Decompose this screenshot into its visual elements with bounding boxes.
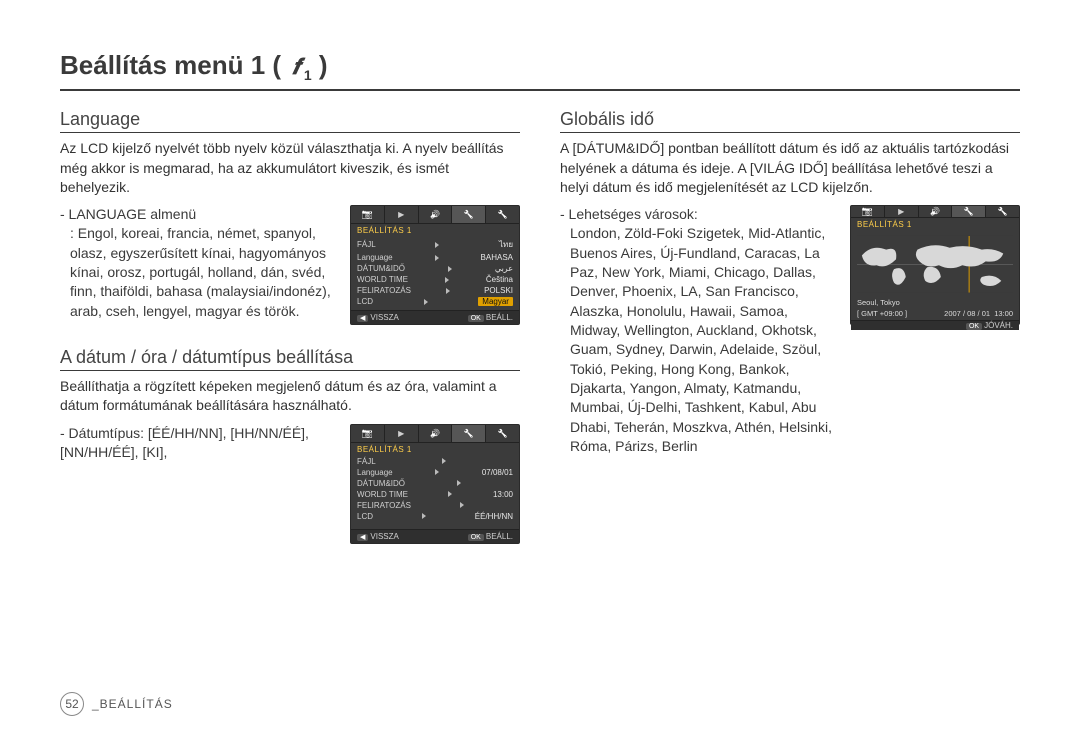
ss-row: Language07/08/01 (355, 467, 515, 478)
world-info-row1: Seoul, Tokyo (851, 298, 1019, 309)
heading-datetime: A dátum / óra / dátumtípus beállítása (60, 347, 520, 371)
language-sublabel: - LANGUAGE almenü (60, 206, 196, 222)
left-column: Language Az LCD kijelző nyelvét több nye… (60, 103, 520, 544)
ss-row: FELIRATOZÁSPOLSKI (355, 285, 515, 296)
ss-date-footer-right: BEÁLL. (486, 532, 513, 541)
page-footer-label: _BEÁLLÍTÁS (92, 697, 173, 711)
datetime-subrow: - Dátumtípus: [ÉÉ/HH/NN], [HH/NN/ÉÉ], [N… (60, 424, 520, 544)
tab3-wrench2-icon (986, 206, 1019, 217)
page-title-icon: 𝒇1 (281, 50, 319, 83)
ss-date-footer: ◀VISSZA OKBEÁLL. (351, 529, 519, 543)
ss-date-list: FÁJLLanguage07/08/01DÁTUM&IDŐWORLD TIME1… (351, 456, 519, 529)
ss-date-footer-left-chip: ◀ (357, 534, 368, 541)
ss-lang-title: BEÁLLÍTÁS 1 (351, 224, 519, 237)
ss-row: LCDMagyar (355, 296, 515, 307)
world-sublabel: - Lehetséges városok: (560, 206, 698, 222)
world-cities: London, Zöld-Foki Szigetek, Mid-Atlantic… (560, 224, 838, 456)
ss-world-footer-right: JÓVÁH. (984, 321, 1013, 330)
world-map (857, 235, 1013, 294)
page-title-close: ) (319, 50, 328, 81)
world-date: 2007 / 08 / 01 (944, 309, 990, 318)
ss-date-footer-right-chip: OK (468, 534, 484, 541)
ss-row: FELIRATOZÁS (355, 500, 515, 511)
ss-world-tabs (851, 206, 1019, 218)
tab3-sound-icon (919, 206, 953, 217)
language-sublist: - LANGUAGE almenü : Engol, koreai, franc… (60, 205, 338, 321)
ss-world-footer: OKJÓVÁH. (851, 320, 1019, 330)
world-map-svg (857, 235, 1013, 294)
world-cities-block: - Lehetséges városok: London, Zöld-Foki … (560, 205, 838, 456)
world-tz: [ GMT +09:00 ] (857, 309, 907, 318)
tab-wrench1-icon (452, 206, 486, 223)
datetime-sublabel: - Dátumtípus: [ÉÉ/HH/NN], [HH/NN/ÉÉ], [N… (60, 424, 338, 463)
ss-row: LCDÉÉ/HH/NN (355, 511, 515, 522)
screenshot-worldtime: BEÁLLÍTÁS 1 (850, 205, 1020, 325)
tab2-sound-icon (419, 425, 453, 442)
tab3-wrench1-icon (952, 206, 986, 217)
tab-play-icon (385, 206, 419, 223)
datetime-desc: Beállíthatja a rögzített képeken megjele… (60, 377, 520, 416)
ss-row: FÁJLไทย (355, 237, 515, 252)
page-title: Beállítás menü 1 ( (60, 50, 281, 81)
ss-row: WORLD TIME13:00 (355, 489, 515, 500)
ss-lang-footer-right-chip: OK (468, 315, 484, 322)
page-footer: 52 _BEÁLLÍTÁS (60, 692, 173, 716)
ss-row: LanguageBAHASA (355, 252, 515, 263)
ss-world-footer-right-chip: OK (966, 323, 982, 330)
world-city: Seoul, Tokyo (857, 298, 900, 307)
right-column: Globális idő A [DÁTUM&IDŐ] pontban beáll… (560, 103, 1020, 544)
ss-lang-footer-left: VISSZA (370, 313, 398, 322)
ss-row: DÁTUM&IDŐعربي (355, 263, 515, 274)
language-subdesc: : Engol, koreai, francia, német, spanyol… (60, 224, 338, 321)
world-subrow: - Lehetséges városok: London, Zöld-Foki … (560, 205, 1020, 456)
ss-date-footer-left: VISSZA (370, 532, 398, 541)
screenshot-language: BEÁLLÍTÁS 1 FÁJLไทยLanguageBAHASADÁTUM&I… (350, 205, 520, 325)
language-desc: Az LCD kijelző nyelvét több nyelv közül … (60, 139, 520, 197)
ss-lang-footer-left-chip: ◀ (357, 315, 368, 322)
world-info-row2: [ GMT +09:00 ] 2007 / 08 / 01 13:00 (851, 309, 1019, 320)
ss-row: FÁJL (355, 456, 515, 467)
ss-date-title: BEÁLLÍTÁS 1 (351, 443, 519, 456)
tab-sound-icon (419, 206, 453, 223)
tab3-play-icon (885, 206, 919, 217)
tab-wrench2-icon (486, 206, 519, 223)
heading-language: Language (60, 109, 520, 133)
ss-lang-footer: ◀VISSZA OKBEÁLL. (351, 310, 519, 324)
columns: Language Az LCD kijelző nyelvét több nye… (60, 103, 1020, 544)
page-number: 52 (60, 692, 84, 716)
heading-worldtime: Globális idő (560, 109, 1020, 133)
tab3-cam-icon (851, 206, 885, 217)
ss-lang-list: FÁJLไทยLanguageBAHASADÁTUM&IDŐعربيWORLD … (351, 237, 519, 310)
ss-lang-tabs (351, 206, 519, 224)
ss-row: WORLD TIMEČeština (355, 274, 515, 285)
tab2-wrench2-icon (486, 425, 519, 442)
tab2-play-icon (385, 425, 419, 442)
worldtime-desc: A [DÁTUM&IDŐ] pontban beállított dátum é… (560, 139, 1020, 197)
ss-world-title: BEÁLLÍTÁS 1 (851, 218, 1019, 231)
page-title-row: Beállítás menü 1 ( 𝒇1 ) (60, 50, 1020, 91)
ss-date-tabs (351, 425, 519, 443)
page-root: Beállítás menü 1 ( 𝒇1 ) Language Az LCD … (0, 0, 1080, 746)
world-time: 13:00 (994, 309, 1013, 318)
tab2-wrench1-icon (452, 425, 486, 442)
tab-cam-icon (351, 206, 385, 223)
tab2-cam-icon (351, 425, 385, 442)
language-subrow: - LANGUAGE almenü : Engol, koreai, franc… (60, 205, 520, 325)
ss-lang-footer-right: BEÁLL. (486, 313, 513, 322)
screenshot-datetime: BEÁLLÍTÁS 1 FÁJLLanguage07/08/01DÁTUM&ID… (350, 424, 520, 544)
ss-row: DÁTUM&IDŐ (355, 478, 515, 489)
